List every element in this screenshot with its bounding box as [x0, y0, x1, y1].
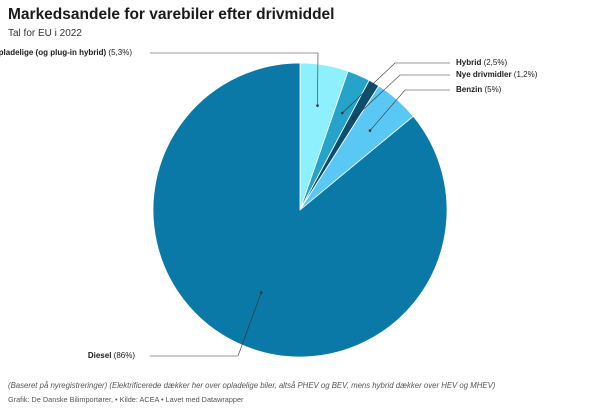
chart-subtitle: Tal for EU i 2022 — [8, 28, 82, 39]
slice-label-name: Opladelige (og plug-in hybrid) — [0, 48, 107, 57]
chart-title: Markedsandele for varebiler efter drivmi… — [8, 6, 335, 23]
slice-label-name: Benzin — [456, 85, 482, 94]
leader-dot-benzin — [368, 129, 372, 132]
leader-line-opladelige-og-plug-in-hybrid — [150, 52, 319, 106]
slice-label-value: (5%) — [482, 85, 501, 94]
slice-label-value: (2,5%) — [481, 58, 507, 67]
leader-dot-hybrid — [341, 111, 344, 115]
leader-line-nye-drivmidler — [353, 74, 450, 119]
slice-label-nye-drivmidler: Nye drivmidler (1,2%) — [456, 70, 538, 79]
slice-label-diesel: Diesel (86%) — [88, 351, 135, 360]
slice-label-value: (86%) — [111, 351, 135, 360]
slice-label-opladelige-og-plug-in-hybrid: Opladelige (og plug-in hybrid) (5,3%) — [0, 48, 132, 57]
slice-label-value: (5,3%) — [106, 48, 132, 57]
leader-line-benzin — [369, 89, 450, 131]
source-credit: Grafik: De Danske Bilimportører, • Kilde… — [8, 395, 244, 404]
slice-label-name: Diesel — [88, 351, 112, 360]
slice-label-benzin: Benzin (5%) — [456, 85, 502, 94]
slice-label-name: Hybrid — [456, 58, 481, 67]
slice-label-value: (1,2%) — [512, 70, 538, 79]
pie-slice-diesel — [152, 62, 448, 358]
slice-label-name: Nye drivmidler — [456, 70, 512, 79]
footnote: (Baseret på nyregistreringer) (Elektrifi… — [8, 381, 496, 390]
slice-label-hybrid: Hybrid (2,5%) — [456, 58, 507, 67]
leader-dot-diesel — [259, 291, 263, 294]
leader-line-diesel — [150, 292, 262, 357]
leader-dot-opladelige-og-plug-in-hybrid — [316, 104, 319, 107]
leader-dot-nye-drivmidler — [352, 117, 355, 120]
leader-line-hybrid — [342, 62, 450, 114]
